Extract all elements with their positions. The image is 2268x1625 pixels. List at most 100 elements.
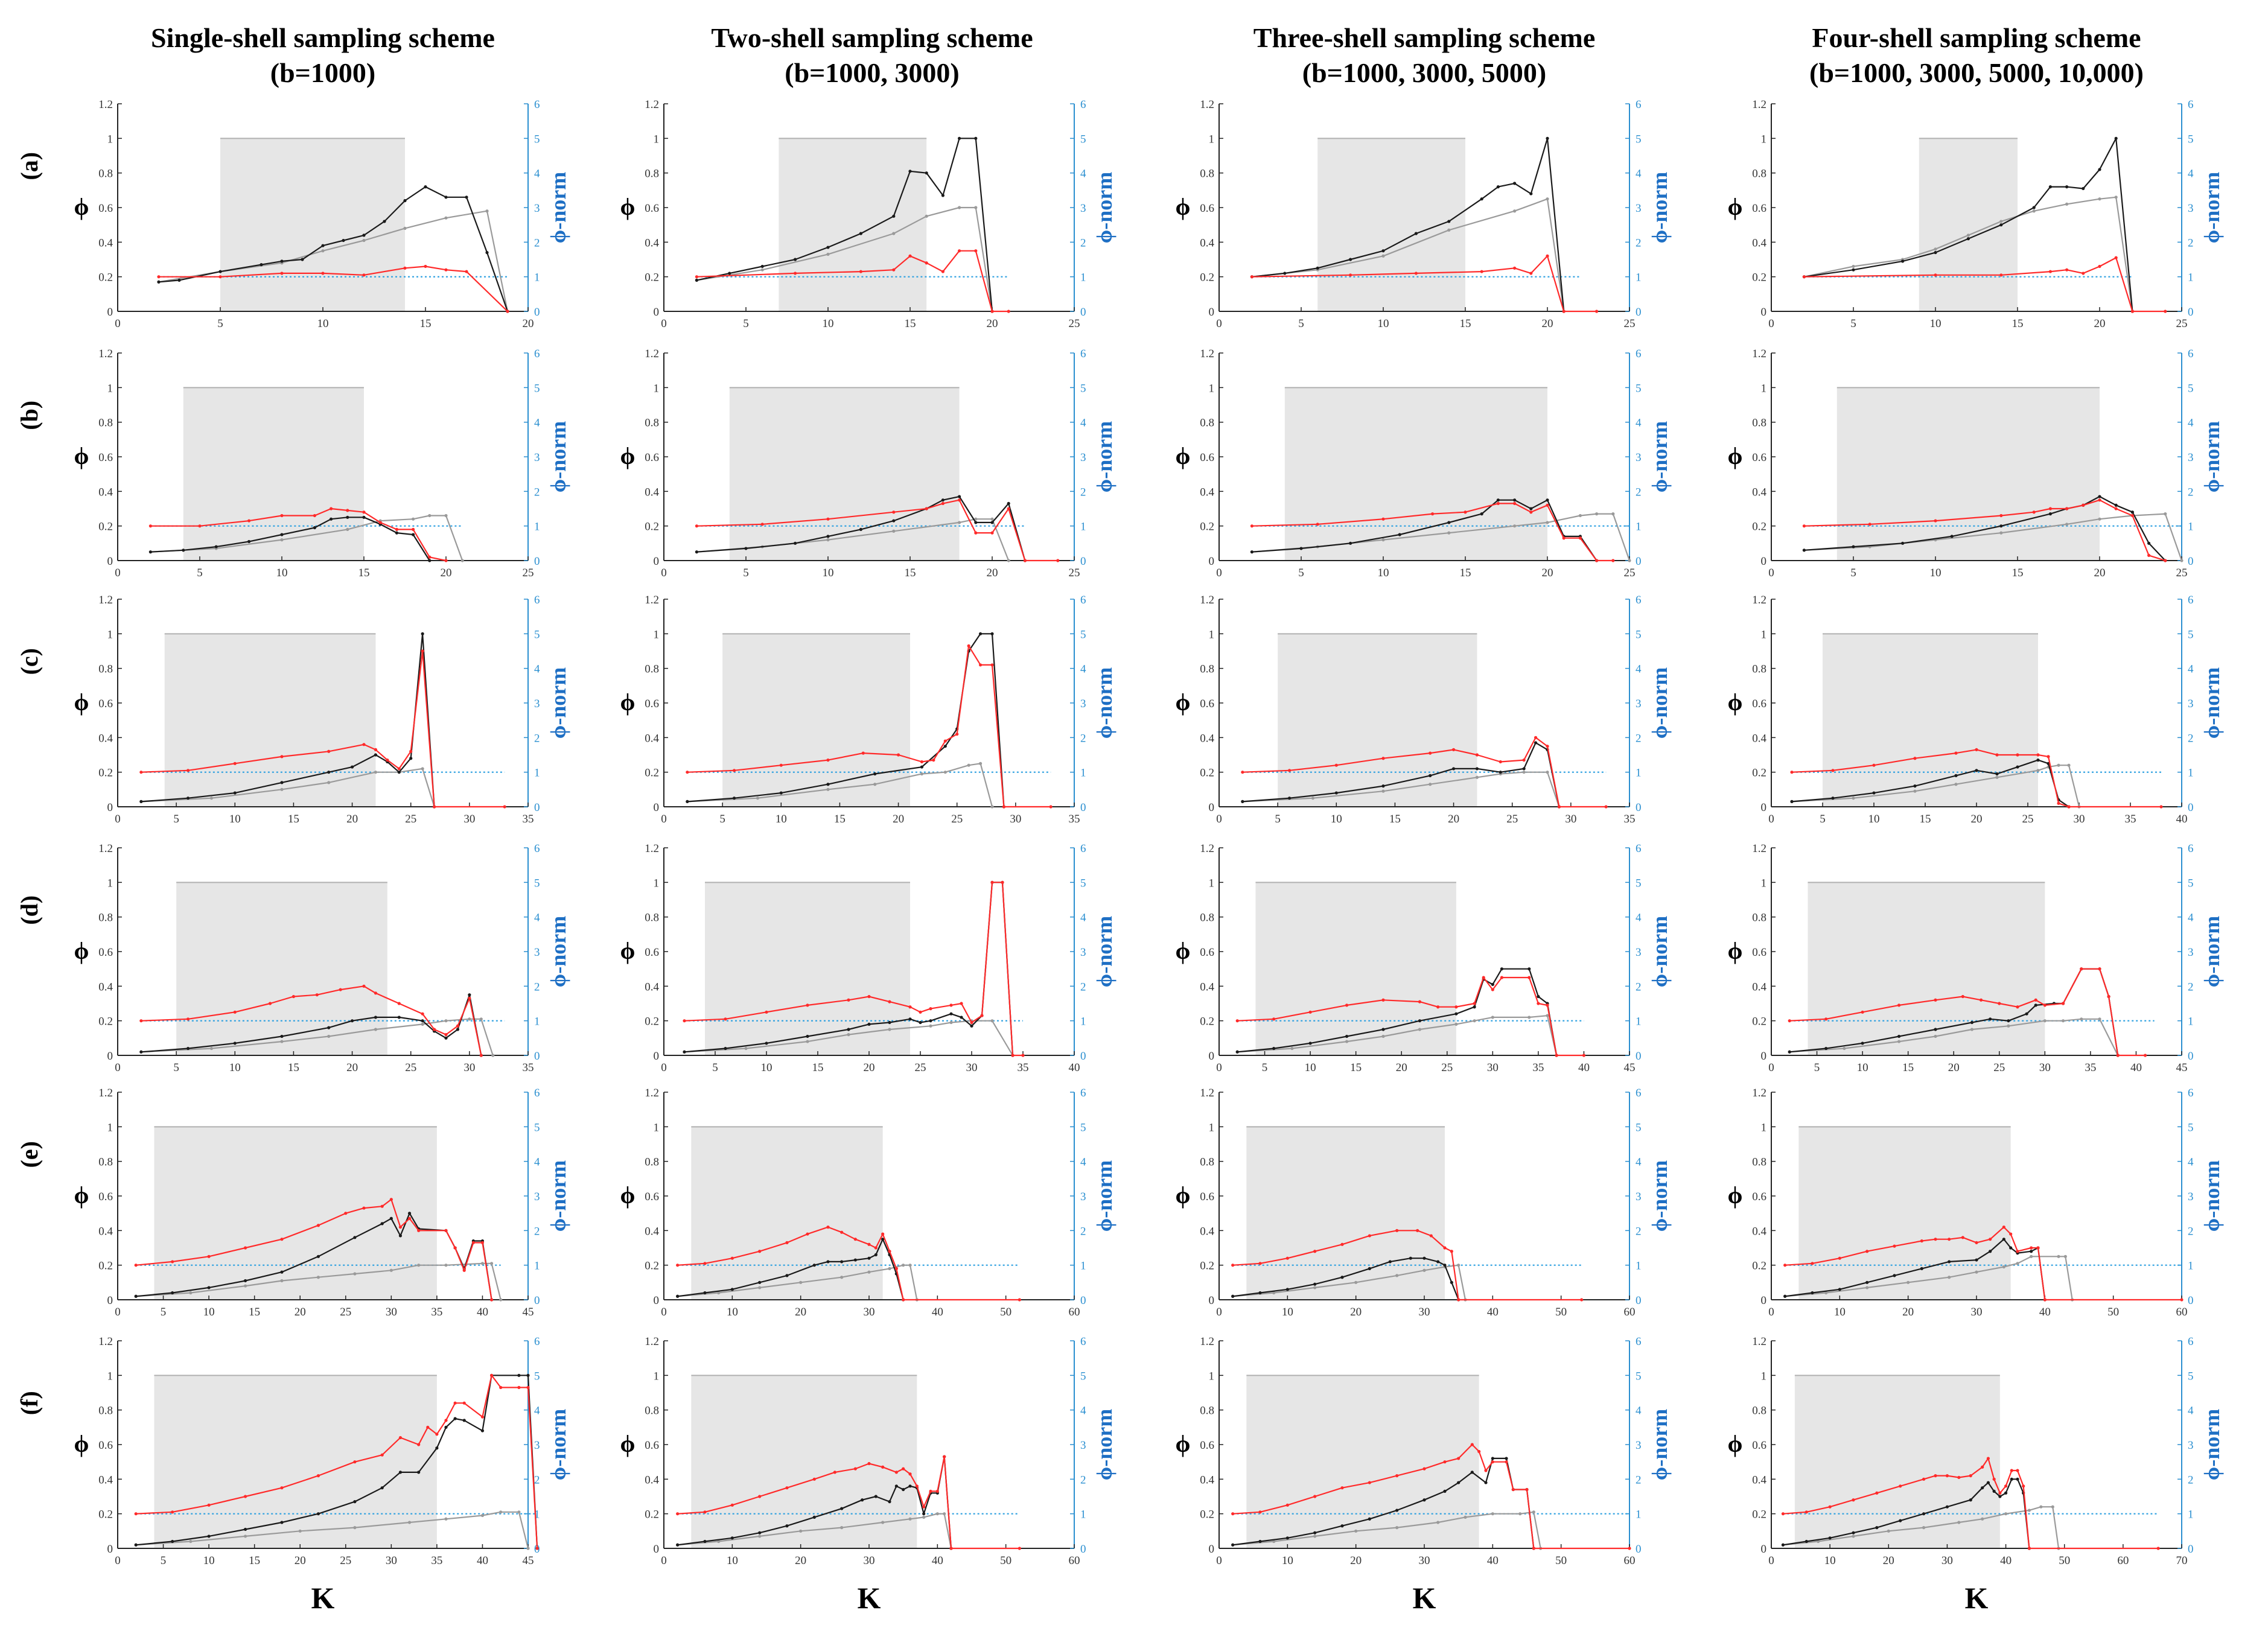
x-tick-label: 40: [2130, 1061, 2142, 1074]
red-point: [426, 1425, 430, 1429]
red-point: [2009, 1232, 2013, 1236]
gray-point: [943, 1512, 946, 1516]
x-tick-label: 45: [523, 1554, 534, 1567]
black-point: [1546, 498, 1549, 502]
red-point: [1831, 769, 1835, 772]
y-axis-label: ϕ: [1728, 193, 1743, 220]
black-point: [2147, 541, 2151, 545]
red-point: [1534, 736, 1538, 739]
red-point: [2004, 1484, 2008, 1488]
y-tick-label: 1: [1209, 133, 1215, 145]
gray-point: [1354, 1280, 1358, 1284]
y-right-tick-label: 3: [1636, 451, 1642, 464]
x-tick-label: 10: [1305, 1061, 1316, 1074]
black-point: [1496, 185, 1500, 189]
red-point: [456, 1024, 460, 1028]
gray-point: [881, 1521, 885, 1524]
red-point: [1231, 1512, 1235, 1516]
x-tick-label: 15: [1460, 567, 1471, 579]
red-point: [1861, 1010, 1864, 1014]
gray-point: [444, 514, 448, 518]
black-point: [1258, 1291, 1262, 1295]
x-tick-label: 0: [115, 1061, 121, 1074]
black-point: [280, 1034, 284, 1038]
y-tick-label: 0.4: [645, 237, 659, 249]
red-point: [2130, 514, 2134, 518]
panel-r3-c1: 0 0.2 0.4 0.6 0.8 1 1.2 0 1 2 3 4 5 6 0 5 10 15 20 25 30 35 40…: [620, 842, 1116, 1074]
y-tick-label: 0.2: [1200, 1509, 1214, 1521]
y-right-tick-label: 0: [1080, 306, 1086, 319]
y-right-tick-label: 2: [1080, 1225, 1086, 1238]
y-axis-label: ϕ: [1176, 688, 1191, 716]
red-point: [1422, 1467, 1426, 1471]
red-point: [686, 771, 689, 774]
x-tick-label: 25: [915, 1061, 926, 1074]
red-point: [1308, 1010, 1312, 1014]
red-point: [1011, 1054, 1015, 1057]
red-point: [330, 507, 333, 510]
black-point: [861, 1498, 864, 1502]
gray-point: [1852, 1534, 1855, 1538]
y-axis-label: ϕ: [1176, 1430, 1191, 1457]
gray-point: [412, 517, 415, 521]
x-tick-label: 0: [115, 567, 121, 579]
gray-point: [1381, 538, 1385, 542]
gray-point: [209, 797, 214, 800]
x-tick-label: 5: [173, 813, 179, 825]
black-point: [417, 1471, 421, 1474]
x-tick-label: 25: [1624, 567, 1636, 579]
x-tick-label: 5: [161, 1554, 167, 1567]
x-tick-label: 15: [834, 813, 846, 825]
red-point: [974, 531, 978, 535]
column-title-line1: Three-shell sampling scheme: [1253, 22, 1595, 53]
red-point: [902, 1467, 905, 1471]
red-point: [2043, 1003, 2047, 1007]
red-point: [134, 1512, 138, 1516]
black-point: [1491, 1457, 1494, 1460]
red-point: [1546, 503, 1549, 507]
black-point: [1865, 1280, 1869, 1284]
red-point: [407, 1216, 412, 1220]
y-tick-label: 0.8: [1200, 168, 1214, 180]
red-point: [1934, 519, 1937, 523]
red-point: [1582, 1054, 1586, 1057]
gray-series-line: [141, 768, 435, 807]
black-point: [840, 1507, 844, 1510]
red-point: [1995, 753, 1999, 757]
red-point: [1250, 524, 1253, 528]
x-tick-label: 20: [1883, 1554, 1894, 1567]
red-point: [389, 1198, 393, 1201]
y-tick-label: 0.2: [1200, 1260, 1214, 1273]
red-point: [362, 984, 366, 988]
red-point: [1802, 275, 1806, 279]
red-point: [2032, 510, 2036, 514]
black-point: [1513, 498, 1517, 502]
x-tick-label: 30: [966, 1061, 978, 1074]
gray-point: [2098, 517, 2101, 521]
y-axis-label: ϕ: [74, 1430, 89, 1457]
y-tick-label: 0: [1209, 801, 1215, 814]
y-right-axis-label: ϕ-norm: [1648, 421, 1672, 492]
gray-point: [1513, 524, 1517, 528]
red-point: [1285, 1256, 1289, 1260]
y-tick-label: 0.4: [1200, 1474, 1214, 1486]
red-point: [2147, 553, 2151, 558]
gray-point: [888, 1267, 891, 1270]
black-point: [1454, 1012, 1458, 1016]
red-point: [453, 1246, 457, 1250]
red-point: [758, 1495, 762, 1498]
red-point: [949, 1547, 953, 1550]
gray-point: [2004, 1512, 2008, 1516]
red-point: [1555, 1054, 1558, 1057]
red-point: [398, 1436, 403, 1440]
black-point: [182, 549, 185, 552]
red-point: [243, 1246, 247, 1250]
gray-point: [1546, 521, 1549, 524]
y-tick-label: 1: [107, 1121, 113, 1134]
gray-point: [1313, 1534, 1317, 1538]
red-point: [881, 1465, 885, 1469]
gray-point: [1546, 1014, 1549, 1017]
x-tick-label: 5: [719, 813, 725, 825]
black-point: [812, 1515, 816, 1519]
